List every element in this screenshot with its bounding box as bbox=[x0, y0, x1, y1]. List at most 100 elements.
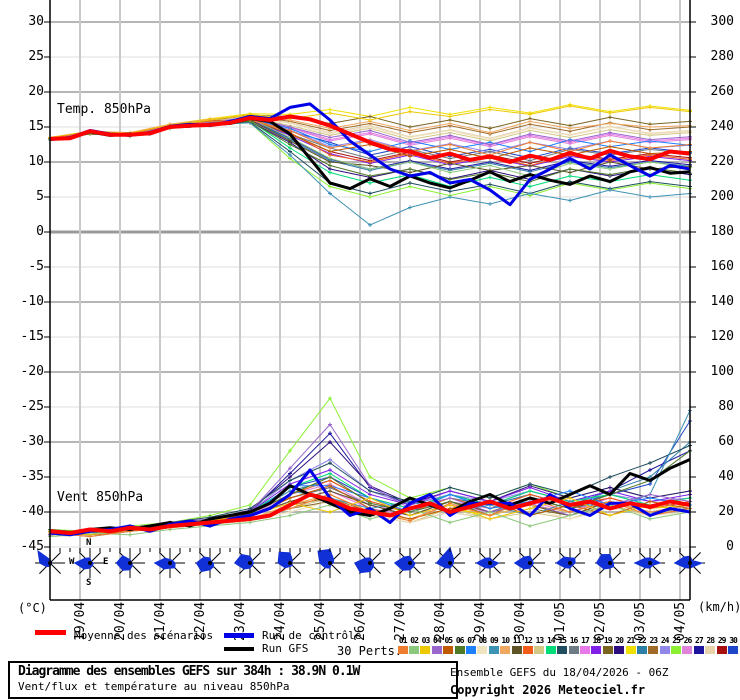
pert-color-swatch bbox=[454, 646, 465, 654]
wind-rose-center bbox=[608, 561, 612, 565]
legend-mean-label: Moyenne des scénarios bbox=[74, 629, 214, 642]
wind-rose-center bbox=[568, 561, 572, 565]
pert-color-swatch bbox=[568, 646, 579, 654]
pert-legend-item: 20 bbox=[613, 636, 625, 654]
compass-w-label: W bbox=[69, 557, 75, 567]
perturbation-color-legend: 01 02 03 04 05 06 07 08 09 10 11 12 13 14 15 16 17 18 19 20… bbox=[397, 636, 740, 658]
compass-e-label: E bbox=[103, 557, 109, 567]
pert-number: 27 bbox=[695, 636, 704, 645]
wind-rose-lobe bbox=[233, 554, 254, 570]
pert-number: 09 bbox=[490, 636, 499, 645]
pert-legend-item: 05 bbox=[443, 636, 454, 654]
pert-legend-item: 17 bbox=[579, 636, 590, 654]
diagram-title: Diagramme des ensembles GEFS sur 384h : … bbox=[18, 664, 360, 679]
wind-rose-center bbox=[208, 561, 212, 565]
pert-color-swatch bbox=[522, 646, 533, 654]
pert-color-swatch bbox=[728, 646, 739, 654]
left-axis-tick-label: 10 bbox=[28, 154, 44, 169]
pert-color-swatch bbox=[682, 646, 693, 654]
right-axis-tick-label: 180 bbox=[710, 224, 734, 239]
right-axis-tick-label: 140 bbox=[710, 294, 734, 309]
wind-rose-lobe bbox=[595, 553, 615, 570]
left-axis-tick-label: 30 bbox=[28, 14, 44, 29]
left-axis-tick-label: 5 bbox=[36, 189, 44, 204]
wind-rose-lobe bbox=[353, 557, 375, 574]
wind-rose-center bbox=[248, 561, 252, 565]
left-axis-tick-label: 15 bbox=[28, 119, 44, 134]
pert-legend-item: 28 bbox=[705, 636, 716, 654]
pert-legend-item: 27 bbox=[693, 636, 704, 654]
date-label: 27/04 bbox=[393, 601, 408, 641]
pert-legend-item: 15 bbox=[556, 636, 568, 654]
pert-color-swatch bbox=[534, 646, 545, 654]
pert-number: 19 bbox=[603, 636, 613, 645]
wind-rose-lobe bbox=[435, 546, 455, 569]
pert-color-swatch bbox=[557, 646, 568, 654]
pert-number: 23 bbox=[649, 636, 658, 645]
pert-number: 25 bbox=[672, 636, 681, 645]
series-Moyenne des scénarios bbox=[49, 492, 691, 535]
legend-gfs-label: Run GFS bbox=[262, 642, 309, 655]
pert-color-swatch bbox=[591, 646, 602, 654]
pert-legend-item: 24 bbox=[659, 636, 670, 654]
wind-rose-lobe bbox=[633, 557, 662, 569]
pert-color-swatch bbox=[409, 646, 420, 654]
pert-number: 13 bbox=[535, 636, 545, 645]
wind-rose-lobe bbox=[393, 555, 416, 571]
wind-rose-lobe bbox=[513, 555, 534, 570]
pert-legend-item: 25 bbox=[670, 636, 682, 654]
pert-legend-item: 11 bbox=[511, 636, 522, 654]
right-axis-tick-label: 220 bbox=[710, 154, 734, 169]
right-axis-tick-label: 40 bbox=[718, 469, 734, 484]
pert-legend-item: 04 bbox=[431, 636, 442, 654]
date-label: 01/05 bbox=[553, 601, 568, 641]
wind-chart-label: Vent 850hPa bbox=[57, 490, 144, 505]
pert-number: 18 bbox=[592, 636, 602, 645]
pert-legend-item: 30 bbox=[727, 636, 739, 654]
date-label: 02/05 bbox=[593, 601, 608, 641]
pert-number: 20 bbox=[615, 636, 624, 645]
pert-legend-item: 18 bbox=[591, 636, 602, 654]
pert-legend-item: 03 bbox=[420, 636, 431, 654]
pert-legend-item: 10 bbox=[500, 636, 511, 654]
series-Moyenne des scénarios bbox=[49, 114, 691, 164]
left-axis-tick-label: -25 bbox=[20, 399, 44, 414]
compass-n-label: N bbox=[86, 538, 92, 548]
left-axis-tick-label: -20 bbox=[20, 364, 44, 379]
pert-number: 11 bbox=[512, 636, 522, 645]
pert-number: 06 bbox=[455, 636, 465, 645]
right-axis-tick-label: 0 bbox=[726, 539, 734, 554]
wind-rose-center bbox=[528, 561, 532, 565]
wind-rose-lobe bbox=[153, 557, 176, 570]
pert-color-swatch bbox=[579, 646, 590, 654]
left-axis-tick-label: -10 bbox=[20, 294, 44, 309]
pert-color-swatch bbox=[397, 646, 408, 654]
left-axis-tick-label: -45 bbox=[20, 539, 44, 554]
pert-number: 12 bbox=[524, 636, 533, 645]
wind-rose-center bbox=[488, 561, 492, 565]
right-axis-tick-label: 60 bbox=[718, 434, 734, 449]
series-Run GFS bbox=[49, 458, 691, 535]
wind-rose-center bbox=[328, 561, 332, 565]
pert-number: 14 bbox=[546, 636, 556, 645]
wind-rose-center bbox=[168, 561, 172, 565]
left-axis-tick-label: -40 bbox=[20, 504, 44, 519]
pert-number: 21 bbox=[626, 636, 636, 645]
wind-rose-lobe bbox=[195, 556, 215, 572]
copyright-text: Copyright 2026 Meteociel.fr bbox=[450, 683, 646, 697]
right-axis-tick-label: 20 bbox=[718, 504, 734, 519]
left-axis-tick-label: -5 bbox=[28, 259, 44, 274]
date-label: 30/04 bbox=[513, 601, 528, 641]
wind-rose-center bbox=[648, 561, 652, 565]
pert-number: 03 bbox=[421, 636, 431, 645]
pert-color-swatch bbox=[511, 646, 522, 654]
right-axis-tick-label: 260 bbox=[710, 84, 734, 99]
pert-color-swatch bbox=[614, 646, 625, 654]
mean-line-swatch bbox=[35, 630, 66, 635]
pert-color-swatch bbox=[716, 646, 727, 654]
pert-color-swatch bbox=[500, 646, 511, 654]
right-axis-tick-label: 80 bbox=[718, 399, 734, 414]
right-axis-unit: (km/h) bbox=[698, 600, 740, 614]
wind-rose-lobe bbox=[475, 557, 500, 569]
